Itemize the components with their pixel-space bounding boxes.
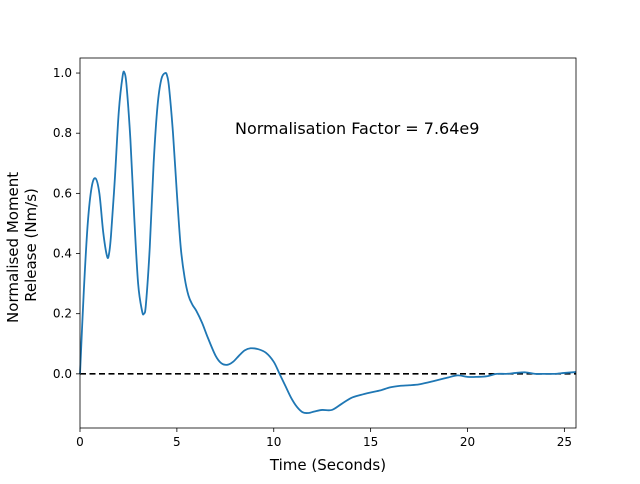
axes-frame — [79, 57, 577, 429]
x-axis-ticks: 0 5 10 15 20 25 — [76, 428, 572, 449]
x-tick-label: 10 — [266, 435, 281, 449]
y-axis-label-line-1: Normalised Moment — [4, 172, 22, 323]
x-tick-label: 15 — [363, 435, 378, 449]
y-tick-label: 0.0 — [53, 367, 72, 381]
y-tick-label: 1.0 — [53, 66, 72, 80]
y-tick-label: 0.2 — [53, 307, 72, 321]
y-tick-label: 0.8 — [53, 126, 72, 140]
y-tick-label: 0.6 — [53, 186, 72, 200]
y-axis-label: Normalised Moment Release (Nm/s) — [4, 167, 40, 323]
series-line — [79, 70, 577, 414]
x-tick-label: 5 — [173, 435, 181, 449]
x-axis-label: Time (Seconds) — [269, 456, 386, 474]
y-axis-label-line-2: Release (Nm/s) — [22, 188, 40, 302]
annotation-label: Normalisation Factor = 7.64e9 — [235, 119, 479, 138]
x-tick-label: 25 — [557, 435, 572, 449]
y-axis-ticks: 0.0 0.2 0.4 0.6 0.8 1.0 — [53, 66, 80, 381]
x-tick-label: 0 — [76, 435, 84, 449]
x-tick-label: 20 — [460, 435, 475, 449]
y-tick-label: 0.4 — [53, 247, 72, 261]
